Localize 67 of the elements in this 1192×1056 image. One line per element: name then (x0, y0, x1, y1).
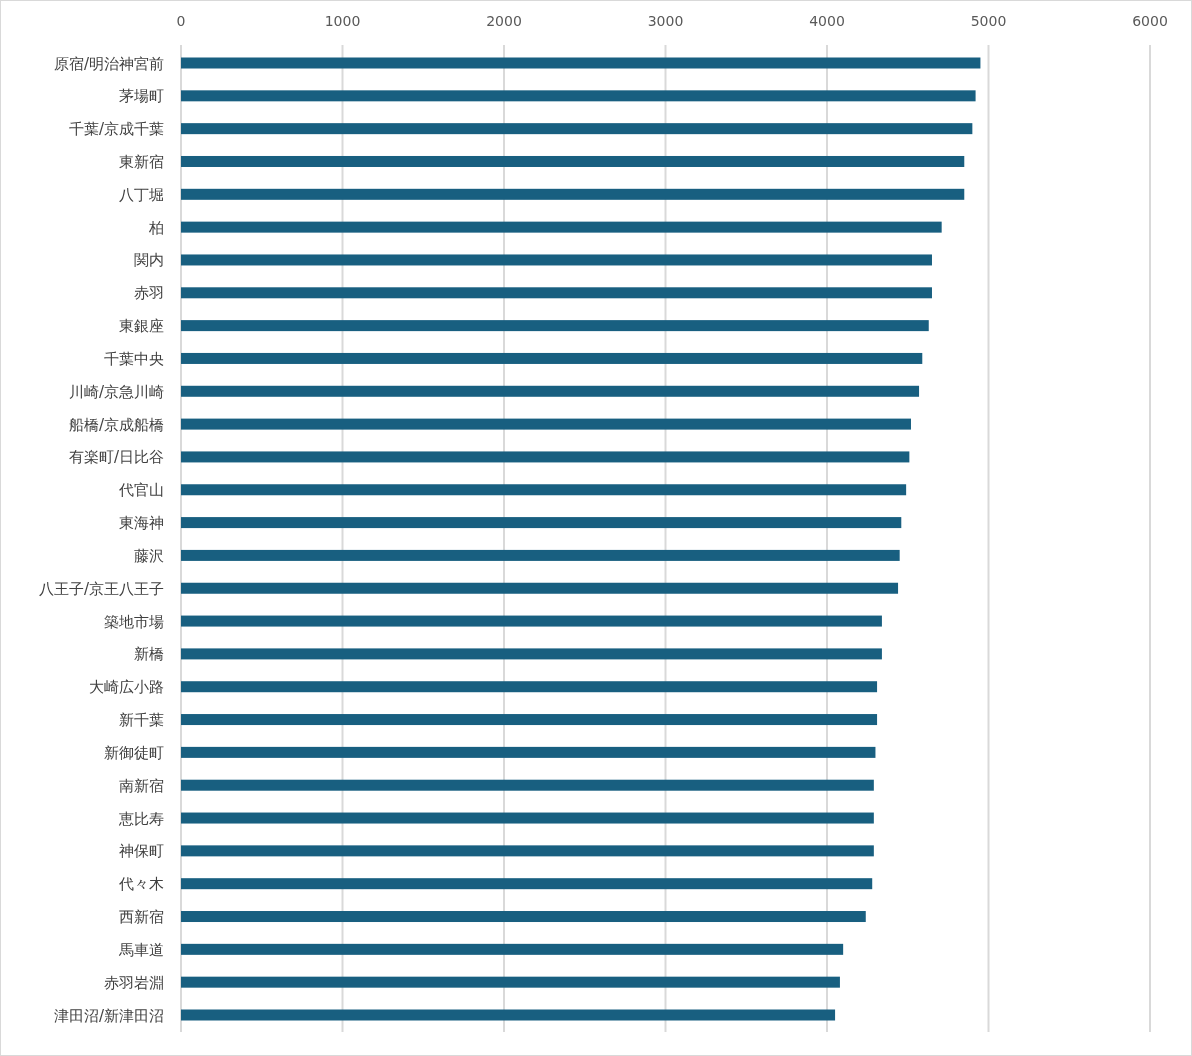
bar (181, 418, 911, 430)
y-tick-label: 西新宿 (119, 908, 164, 927)
bar (181, 582, 899, 594)
bar (181, 911, 866, 923)
x-tick-label: 6000 (1132, 13, 1168, 29)
y-tick-label: 茅場町 (119, 87, 164, 106)
bar (181, 549, 900, 561)
x-tick-label: 2000 (486, 13, 522, 29)
bar (181, 648, 882, 660)
y-tick-label: 有楽町/日比谷 (68, 448, 164, 467)
x-tick-label: 3000 (647, 13, 684, 29)
y-tick-label: 八丁堀 (119, 185, 164, 204)
x-tick-label: 1000 (324, 13, 361, 29)
bar (181, 714, 878, 726)
y-tick-label: 東銀座 (119, 317, 164, 336)
bar (181, 221, 942, 233)
bar (181, 1009, 836, 1021)
bar (181, 155, 965, 167)
y-tick-label: 関内 (134, 251, 164, 270)
y-tick-label: 赤羽岩淵 (104, 973, 164, 992)
bar (181, 812, 874, 824)
y-tick-label: 代々木 (118, 875, 164, 894)
y-tick-label: 馬車道 (118, 940, 164, 959)
y-tick-label: 新千葉 (119, 711, 164, 730)
y-tick-label: 東海神 (119, 514, 164, 533)
y-tick-label: 恵比寿 (118, 809, 164, 828)
bar (181, 123, 973, 135)
x-tick-label: 0 (176, 13, 186, 29)
y-tick-label: 藤沢 (134, 546, 164, 565)
y-tick-label: 新橋 (134, 645, 164, 664)
y-tick-label: 神保町 (119, 842, 164, 861)
y-tick-label: 東新宿 (119, 152, 164, 171)
bar (181, 878, 873, 890)
y-tick-label: 千葉中央 (104, 349, 164, 368)
y-tick-label: 南新宿 (119, 776, 164, 795)
y-tick-label: 築地市場 (104, 612, 164, 631)
y-tick-label: 八王子/京王八王子 (38, 579, 164, 598)
bar (181, 451, 910, 463)
bar (181, 779, 874, 791)
y-tick-label: 代官山 (118, 481, 164, 500)
x-tick-label: 5000 (970, 13, 1007, 29)
y-tick-label: 赤羽 (134, 284, 164, 303)
bar (181, 90, 976, 102)
y-tick-label: 津田沼/新津田沼 (53, 1006, 164, 1025)
y-tick-label: 原宿/明治神宮前 (53, 54, 164, 73)
bar (181, 484, 907, 496)
x-tick-label: 4000 (809, 13, 845, 29)
bar (181, 254, 932, 266)
bar (181, 746, 876, 758)
y-tick-label: 川崎/京急川崎 (68, 382, 164, 401)
bar (181, 287, 932, 299)
bar (181, 845, 874, 857)
bar (181, 517, 902, 529)
y-tick-label: 新御徒町 (104, 743, 164, 762)
bar (181, 943, 844, 955)
bar (181, 976, 840, 988)
bar (181, 385, 920, 397)
bar (181, 352, 923, 364)
bar (181, 681, 878, 693)
y-tick-label: 大崎広小路 (89, 678, 164, 697)
bar (181, 320, 929, 332)
y-tick-label: 船橋/京成船橋 (68, 415, 164, 434)
y-tick-label: 柏 (148, 218, 164, 237)
bar (181, 615, 882, 627)
bar (181, 188, 965, 200)
bar (181, 57, 981, 69)
y-tick-label: 千葉/京成千葉 (68, 120, 164, 139)
